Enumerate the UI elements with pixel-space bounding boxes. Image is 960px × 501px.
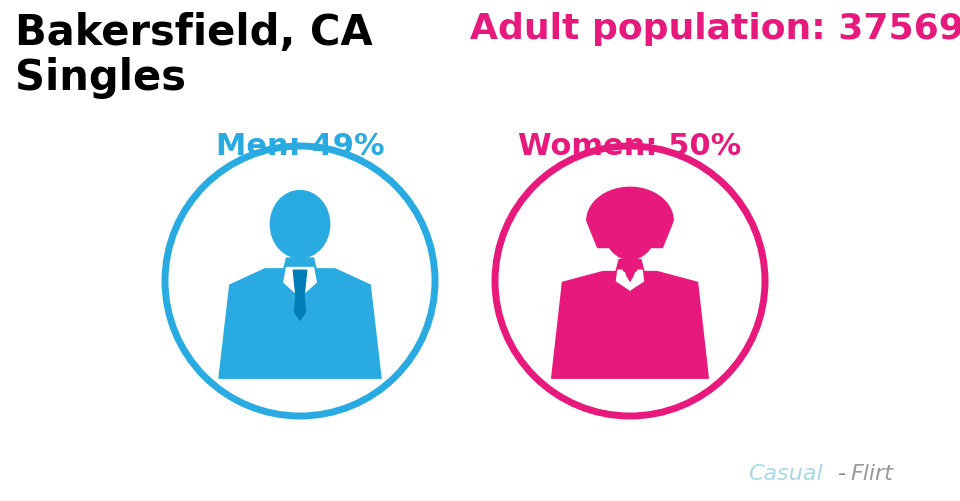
Polygon shape [286, 268, 314, 291]
Text: Women: 50%: Women: 50% [518, 132, 742, 161]
Ellipse shape [271, 191, 329, 259]
Text: Men: 49%: Men: 49% [216, 132, 384, 161]
Polygon shape [632, 271, 643, 290]
Polygon shape [304, 268, 316, 294]
Polygon shape [219, 270, 381, 378]
Polygon shape [293, 271, 307, 321]
Ellipse shape [605, 200, 656, 260]
Polygon shape [618, 271, 642, 291]
Text: Flirt: Flirt [850, 463, 893, 483]
Polygon shape [284, 268, 296, 294]
Polygon shape [587, 188, 673, 248]
Polygon shape [284, 259, 316, 270]
Text: Adult population: 375699: Adult population: 375699 [470, 12, 960, 46]
Text: Singles: Singles [15, 57, 186, 99]
Text: -: - [838, 463, 846, 483]
Polygon shape [616, 271, 629, 290]
Text: Bakersfield, CA: Bakersfield, CA [15, 12, 372, 54]
Text: Casual: Casual [748, 463, 823, 483]
Polygon shape [552, 272, 708, 378]
Polygon shape [616, 260, 644, 272]
